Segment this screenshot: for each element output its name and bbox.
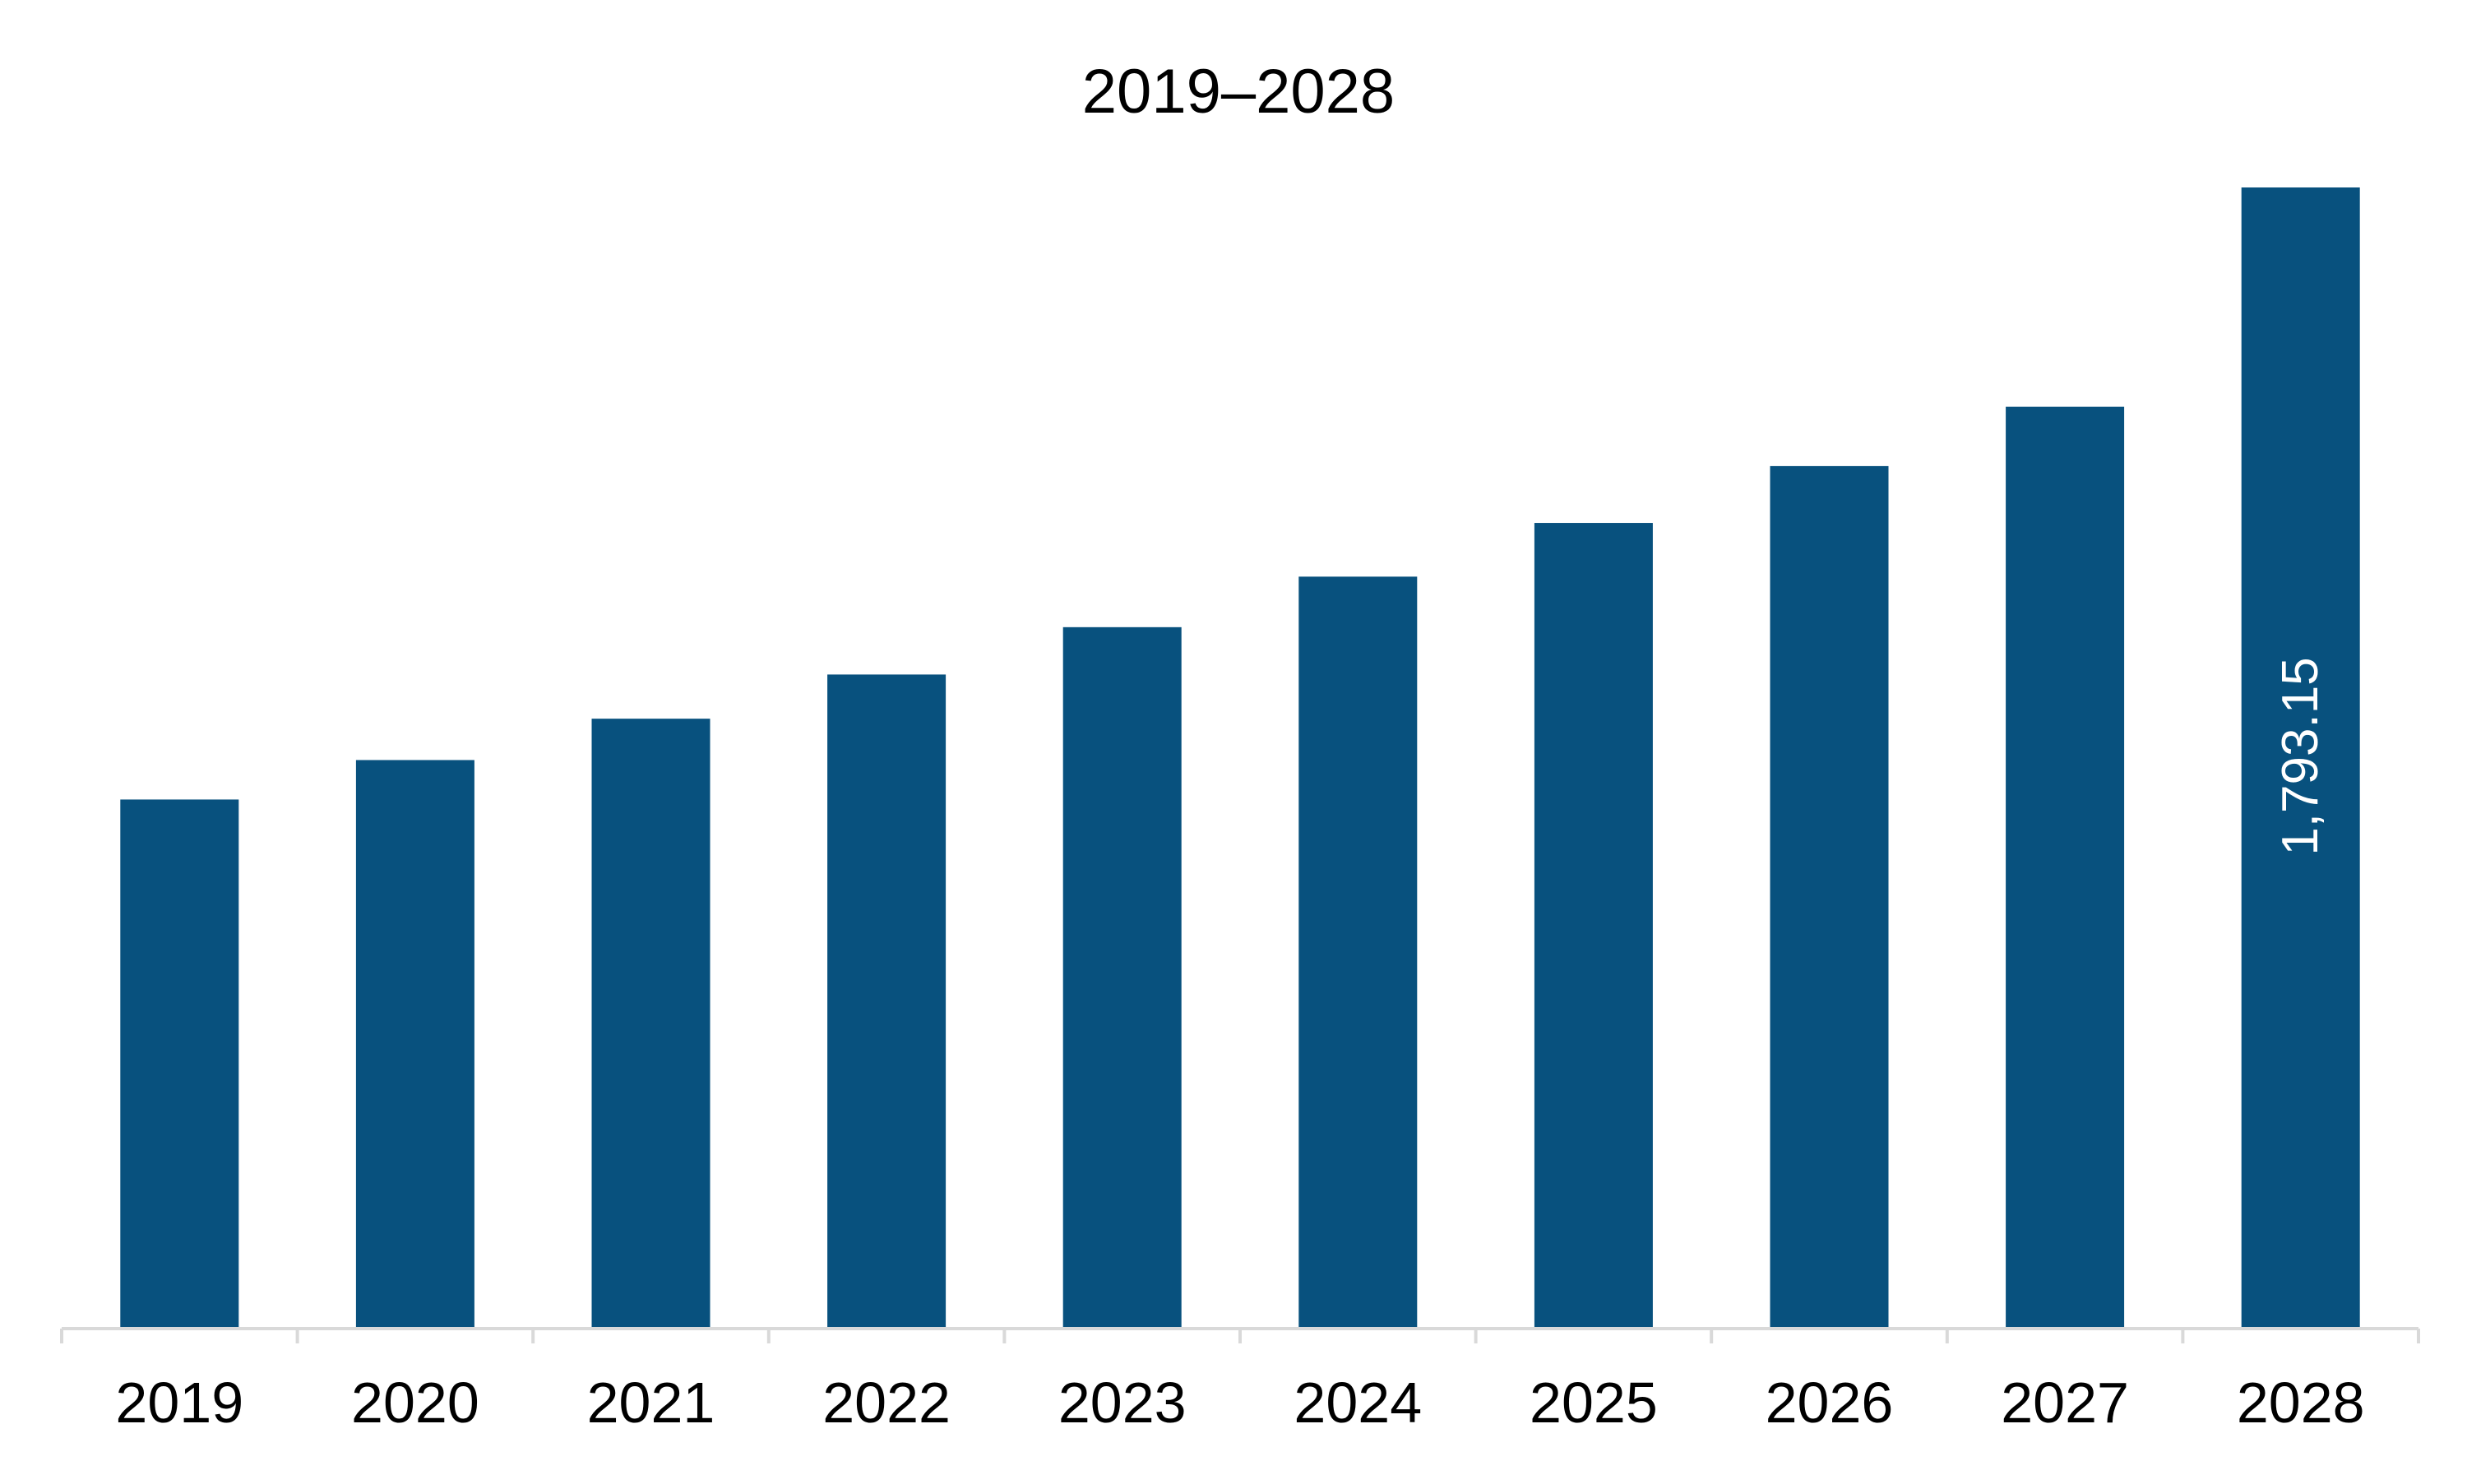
x-tick-label-2027: 2027 [2001,1371,2129,1435]
bar-2020 [355,760,474,1329]
x-axis-ticks [60,1329,2420,1343]
bar-2026 [1770,465,1889,1329]
bar-2027 [2006,406,2125,1329]
x-tick-label-2026: 2026 [1766,1371,1894,1435]
bar-2028 [2241,187,2360,1329]
x-tick-label-2024: 2024 [1294,1371,1422,1435]
bar-2023 [1062,626,1182,1329]
bar-2019 [120,799,239,1329]
x-tick-label-2023: 2023 [1058,1371,1187,1435]
bar-2021 [591,719,710,1329]
x-tick-label-2021: 2021 [587,1371,715,1435]
x-tick-label-2028: 2028 [2237,1371,2365,1435]
chart-title: 2019–2028 [1082,57,1395,127]
bar-2022 [827,674,947,1329]
x-tick-label-2019: 2019 [115,1371,243,1435]
x-tick-label-2022: 2022 [822,1371,951,1435]
x-axis-labels: 2019 2020 2021 2022 2023 2024 2025 2026 2027 2028 [115,1371,2364,1435]
x-tick-label-2020: 2020 [351,1371,479,1435]
bar-2024 [1298,576,1418,1329]
data-label-2028: 1,793.15 [2272,657,2329,855]
bars-layer [120,187,2360,1329]
bar-2025 [1534,523,1653,1329]
data-labels: 1,793.15 [2272,657,2329,855]
x-tick-label-2025: 2025 [1530,1371,1658,1435]
